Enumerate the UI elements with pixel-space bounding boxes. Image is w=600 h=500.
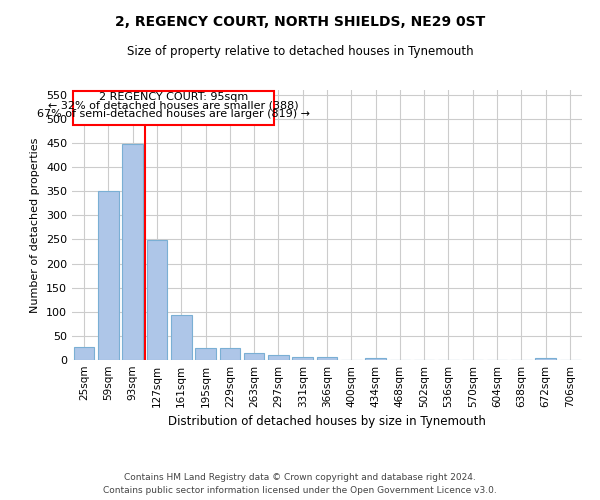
Bar [535, 358, 556, 360]
Text: 67% of semi-detached houses are larger (819) →: 67% of semi-detached houses are larger (… [37, 108, 310, 118]
FancyBboxPatch shape [73, 91, 274, 124]
Bar [220, 348, 240, 360]
Bar [292, 356, 313, 360]
Bar [171, 315, 191, 360]
Text: Size of property relative to detached houses in Tynemouth: Size of property relative to detached ho… [127, 45, 473, 58]
Text: ← 32% of detached houses are smaller (388): ← 32% of detached houses are smaller (38… [48, 100, 299, 110]
Text: Contains HM Land Registry data © Crown copyright and database right 2024.: Contains HM Land Registry data © Crown c… [124, 472, 476, 482]
Bar [74, 347, 94, 360]
Bar [317, 357, 337, 360]
Bar [244, 353, 265, 360]
Y-axis label: Number of detached properties: Number of detached properties [31, 138, 40, 312]
Text: 2 REGENCY COURT: 95sqm: 2 REGENCY COURT: 95sqm [99, 92, 248, 102]
Text: Contains public sector information licensed under the Open Government Licence v3: Contains public sector information licen… [103, 486, 497, 495]
X-axis label: Distribution of detached houses by size in Tynemouth: Distribution of detached houses by size … [168, 416, 486, 428]
Text: 2, REGENCY COURT, NORTH SHIELDS, NE29 0ST: 2, REGENCY COURT, NORTH SHIELDS, NE29 0S… [115, 15, 485, 29]
Bar [195, 348, 216, 360]
Bar [98, 191, 119, 360]
Bar [365, 358, 386, 360]
Bar [146, 240, 167, 360]
Bar [268, 355, 289, 360]
Bar [122, 144, 143, 360]
